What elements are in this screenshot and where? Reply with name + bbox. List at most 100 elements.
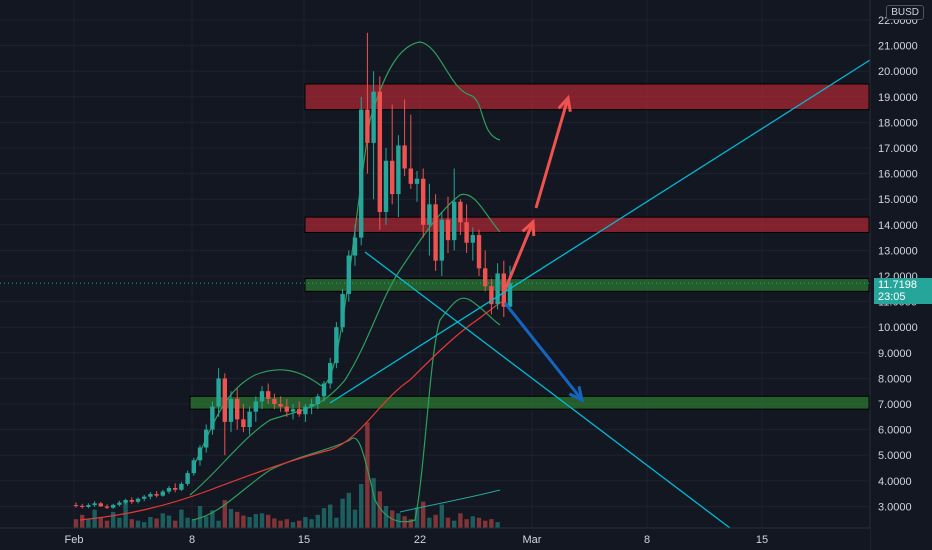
bar-countdown: 23:05 — [878, 291, 906, 303]
volume-bar — [123, 501, 128, 528]
candle-body — [315, 396, 320, 404]
arrow-up-long-shaft — [534, 97, 570, 209]
volume-bar — [303, 517, 308, 528]
candle-body — [383, 160, 389, 212]
candle-body — [297, 409, 302, 415]
volume-bar — [80, 514, 85, 528]
x-axis-panel — [0, 528, 870, 550]
candle-body — [222, 378, 227, 422]
candle-body — [365, 109, 370, 143]
volume-bar — [247, 517, 252, 528]
zone-support-mid — [304, 278, 870, 292]
volume-bar — [173, 520, 178, 528]
candle-body — [414, 178, 420, 184]
candle-body — [501, 273, 506, 307]
candle-body — [266, 391, 271, 399]
volume-bar — [98, 517, 103, 528]
candle-body — [445, 219, 451, 241]
candle-body — [197, 447, 203, 461]
volume-bars — [73, 422, 500, 528]
volume-bar — [148, 517, 153, 528]
volume-bar — [371, 478, 376, 528]
candle-body — [259, 391, 265, 402]
candle-body — [173, 487, 178, 490]
candle-body — [191, 460, 196, 474]
candle-body — [371, 91, 376, 143]
bb-lower — [191, 297, 501, 523]
candle-body — [328, 363, 333, 384]
candle-body — [346, 255, 351, 294]
candle-body — [359, 109, 364, 238]
x-tick-label: 8 — [644, 534, 650, 546]
candle-body — [185, 473, 190, 484]
last-price-value: 11.7198 — [878, 279, 917, 291]
candle-body — [483, 268, 488, 287]
candle-body — [135, 498, 141, 502]
volume-bar — [315, 514, 320, 528]
volume-bar — [297, 520, 302, 528]
volume-bar — [117, 517, 122, 528]
volume-bar — [284, 519, 289, 528]
volume-bar — [266, 514, 271, 528]
candle-body — [80, 505, 85, 507]
candle-body — [321, 383, 327, 397]
arrow-down-shaft — [503, 302, 584, 401]
x-tick-label: Feb — [65, 534, 84, 546]
trendline-falling — [364, 251, 731, 529]
quote-currency-badge[interactable]: BUSD — [886, 5, 924, 20]
volume-bar — [427, 517, 432, 528]
volume-bar — [111, 511, 116, 528]
y-tick-label: 16.0000 — [878, 169, 918, 181]
moving-average — [79, 299, 506, 521]
volume-bar — [321, 508, 327, 528]
zone-support-lower — [189, 395, 870, 410]
volume-bar — [216, 520, 221, 528]
volume-bar — [439, 504, 444, 528]
candle-body — [458, 201, 463, 223]
y-axis-panel — [870, 0, 932, 550]
volume-bar — [228, 508, 234, 528]
y-tick-label: 10.0000 — [878, 322, 918, 334]
candle-body — [148, 494, 153, 497]
volume-bar — [408, 519, 413, 528]
volume-bar — [309, 519, 314, 528]
candle-body — [421, 178, 426, 225]
y-tick-label: 3.0000 — [878, 501, 912, 513]
volume-bar — [365, 422, 370, 528]
volume-bar — [166, 515, 172, 528]
last-price-label: 11.7198 23:05 — [874, 278, 932, 304]
candle-body — [98, 503, 103, 507]
volume-bar — [346, 492, 351, 528]
volume-bar — [352, 509, 358, 528]
y-tick-label: 14.0000 — [878, 220, 918, 232]
candle-body — [142, 496, 147, 499]
y-tick-label: 15.0000 — [878, 194, 918, 206]
candle-body — [204, 429, 209, 448]
candle-body — [433, 204, 438, 261]
candle-body — [309, 404, 314, 407]
y-tick-label: 18.0000 — [878, 117, 918, 129]
grid-lines — [0, 0, 870, 528]
y-tick-label: 13.0000 — [878, 245, 918, 257]
volume-bar — [191, 519, 196, 528]
candle-body — [352, 237, 358, 256]
volume-bar — [210, 510, 215, 528]
trendline-rising — [329, 59, 871, 404]
x-axis-ticks: Feb 8 15 22 Mar 8 15 — [65, 534, 769, 546]
y-tick-label: 4.0000 — [878, 476, 912, 488]
candle-body — [464, 222, 469, 243]
candle-body — [495, 273, 500, 305]
volume-bar — [334, 517, 339, 528]
volume-bar — [290, 522, 296, 528]
y-tick-label: 7.0000 — [878, 399, 912, 411]
candle-body — [129, 500, 134, 502]
volume-bar — [328, 504, 333, 528]
volume-bar — [185, 517, 190, 528]
volume-bar — [464, 519, 469, 528]
volume-bar — [86, 518, 91, 528]
volume-bar — [142, 522, 147, 528]
y-axis-ticks: 3.0000 4.0000 5.0000 6.0000 7.0000 8.0000 9.00… — [878, 15, 918, 513]
candle-body — [489, 286, 494, 305]
candle-body — [166, 487, 172, 492]
